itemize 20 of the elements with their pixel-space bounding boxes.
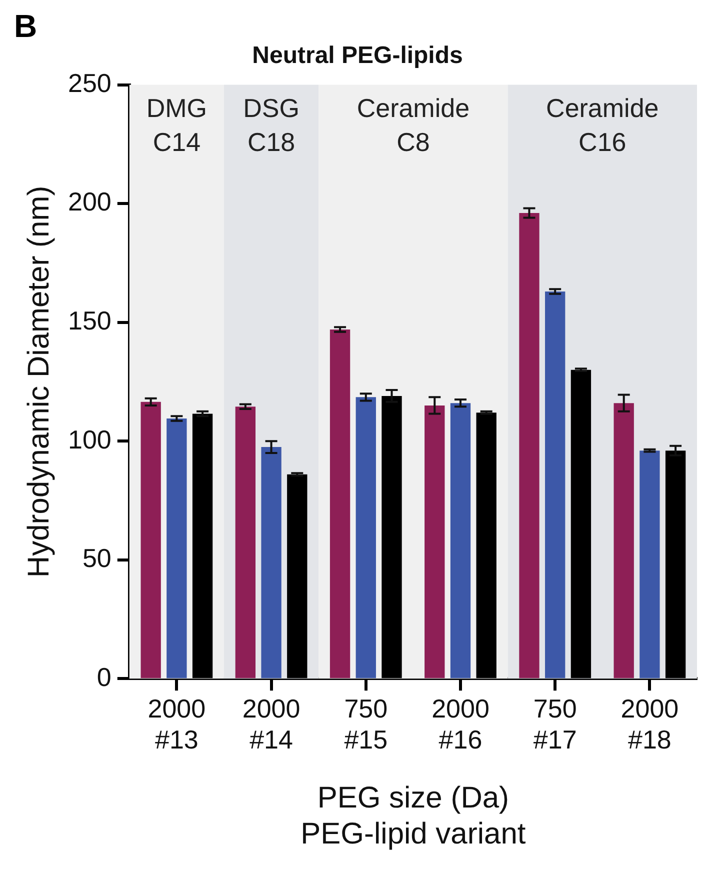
- y-axis-title: Hydrodynamic Diameter (nm): [22, 186, 56, 578]
- y-tick-label: 150: [68, 305, 112, 336]
- x-tick-label: 2000 #18: [620, 693, 679, 755]
- chart-title: Neutral PEG-lipids: [252, 42, 463, 70]
- x-tick-label: 750 #17: [533, 693, 577, 755]
- text: B: [14, 8, 38, 44]
- y-tick-label: 100: [68, 424, 112, 454]
- band-label: DSG C18: [243, 92, 300, 157]
- y-tick-label: 250: [68, 68, 112, 98]
- band-label: Ceramide C16: [546, 92, 659, 157]
- x-tick-label: 2000 #13: [148, 693, 206, 755]
- y-tick-label: 50: [82, 543, 112, 574]
- x-axis-title: PEG size (Da) PEG-lipid variant: [300, 781, 526, 850]
- band-label: Ceramide C8: [356, 92, 470, 157]
- y-tick-label: 0: [96, 662, 112, 692]
- x-tick-label: 2000 #14: [242, 693, 300, 755]
- x-tick-label: 750 #15: [344, 693, 388, 755]
- band-label: DMG C14: [146, 92, 208, 157]
- x-tick-label: 2000 #16: [432, 693, 490, 755]
- y-tick-label: 200: [68, 186, 112, 217]
